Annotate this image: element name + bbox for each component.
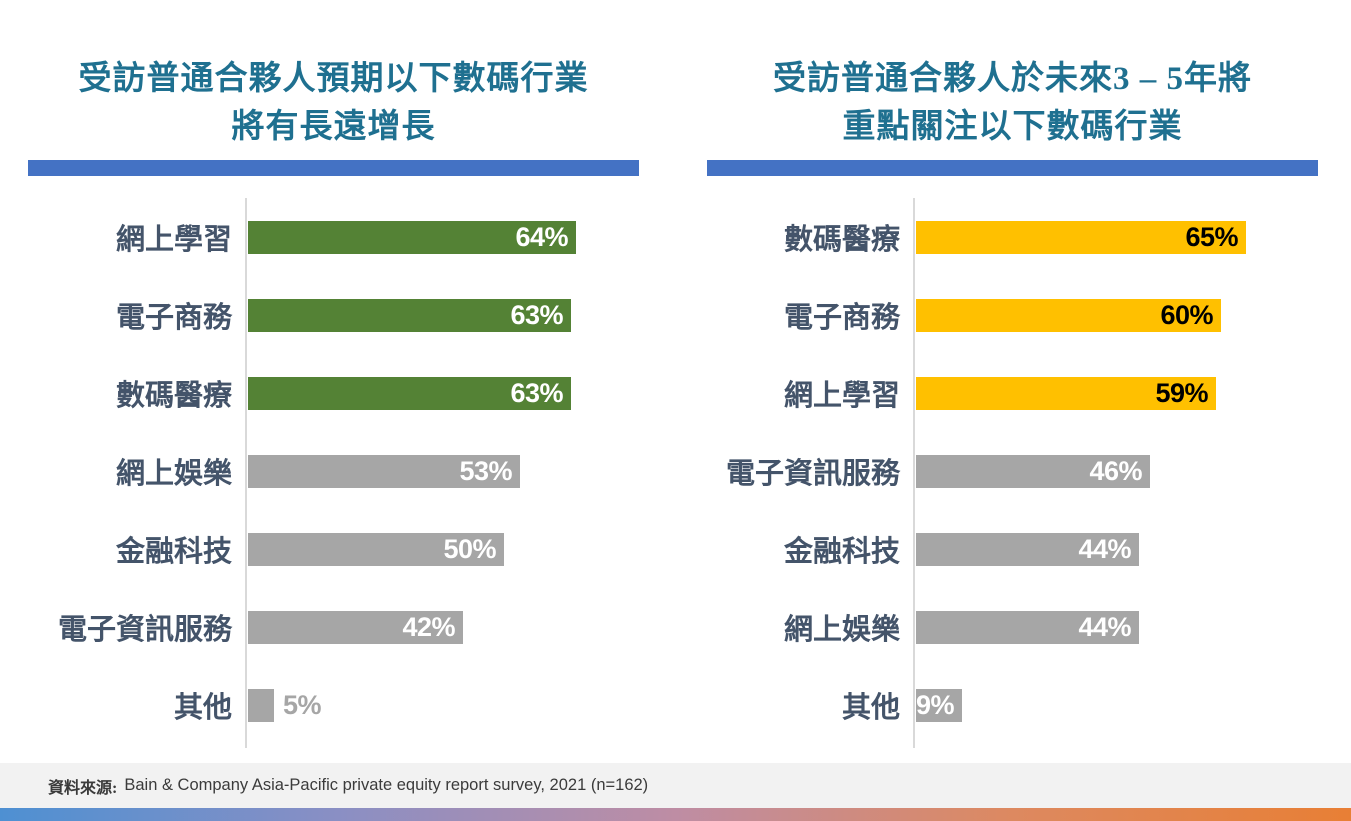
bar: 44% xyxy=(916,610,1139,644)
bar-zone: 46% xyxy=(913,454,1318,488)
bar-zone: 44% xyxy=(913,610,1318,644)
value-label: 42% xyxy=(402,611,455,642)
category-label: 數碼醫療 xyxy=(783,224,900,256)
category-label: 網上娛樂 xyxy=(115,458,232,490)
chart-growth-title-line2: 將有長遠增長 xyxy=(231,108,436,145)
bottom-gradient-bar xyxy=(0,808,1351,821)
bar: 60% xyxy=(916,298,1221,332)
bar-row: 電子商務 63% xyxy=(28,276,639,354)
bar-zone: 5% xyxy=(245,688,639,722)
category-label: 網上學習 xyxy=(115,224,232,256)
category-label: 金融科技 xyxy=(115,536,232,568)
category-label: 電子商務 xyxy=(783,302,900,334)
bar-zone: 59% xyxy=(913,376,1318,410)
value-label: 63% xyxy=(510,299,563,330)
bar-zone: 42% xyxy=(245,610,639,644)
bar: 63% xyxy=(248,376,571,410)
bar-row: 金融科技 50% xyxy=(28,510,639,588)
bar: 50% xyxy=(248,532,504,566)
value-label: 44% xyxy=(1078,533,1131,564)
footer-band: 資料來源: Bain & Company Asia-Pacific privat… xyxy=(0,763,1351,808)
bar-row: 電子商務 60% xyxy=(707,276,1318,354)
chart-focus-panel: 受訪普通合夥人於未來3 – 5年將 重點關注以下數碼行業 數碼醫療 65% 電子商務… xyxy=(707,0,1318,763)
source-label: 資料來源: xyxy=(48,779,118,797)
axis-line xyxy=(245,198,247,748)
value-label: 63% xyxy=(510,377,563,408)
chart-focus-title-line1: 受訪普通合夥人於未來3 – 5年將 xyxy=(773,61,1252,97)
value-label: 65% xyxy=(1185,221,1238,252)
axis-line xyxy=(913,198,915,748)
chart-focus-title: 受訪普通合夥人於未來3 – 5年將 重點關注以下數碼行業 xyxy=(687,56,1338,152)
value-label: 59% xyxy=(1155,377,1208,408)
value-label: 53% xyxy=(459,455,512,486)
category-label: 電子商務 xyxy=(115,302,232,334)
value-label: 5% xyxy=(283,689,322,720)
bar: 46% xyxy=(916,454,1150,488)
bar-row: 金融科技 44% xyxy=(707,510,1318,588)
bar-zone: 64% xyxy=(245,220,639,254)
bar: 53% xyxy=(248,454,520,488)
bar-row: 數碼醫療 63% xyxy=(28,354,639,432)
bar-row: 電子資訊服務 42% xyxy=(28,588,639,666)
title-underline-bar xyxy=(28,160,639,176)
bar-row: 網上學習 64% xyxy=(28,198,639,276)
category-label: 金融科技 xyxy=(783,536,900,568)
chart-focus-title-line2: 重點關注以下數碼行業 xyxy=(842,108,1183,145)
value-label: 60% xyxy=(1160,299,1213,330)
bar: 9% xyxy=(915,688,962,722)
bar xyxy=(248,688,274,722)
chart-growth-title: 受訪普通合夥人預期以下數碼行業 將有長遠增長 xyxy=(8,56,659,152)
bar-zone: 63% xyxy=(245,298,639,332)
bar-zone: 9% xyxy=(913,688,1318,722)
value-label: 9% xyxy=(915,689,955,720)
bar: 44% xyxy=(916,532,1139,566)
bar-row: 數碼醫療 65% xyxy=(707,198,1318,276)
bar-row: 網上學習 59% xyxy=(707,354,1318,432)
category-label: 網上娛樂 xyxy=(783,614,900,646)
category-label: 數碼醫療 xyxy=(115,380,232,412)
chart-growth-title-line1: 受訪普通合夥人預期以下數碼行業 xyxy=(78,61,589,97)
category-label: 電子資訊服務 xyxy=(57,614,232,646)
category-label: 網上學習 xyxy=(783,380,900,412)
bar: 64% xyxy=(248,220,576,254)
bar-row: 其他 9% xyxy=(707,666,1318,744)
bar-zone: 63% xyxy=(245,376,639,410)
category-label: 其他 xyxy=(173,692,232,724)
category-label: 電子資訊服務 xyxy=(725,458,900,490)
source-text: Bain & Company Asia-Pacific private equi… xyxy=(124,776,649,794)
chart-focus-rows: 數碼醫療 65% 電子商務 60% 網上學習 59% 電子資訊服務 46% 金融科技 44% 網上娛… xyxy=(707,198,1318,744)
bar-row: 網上娛樂 44% xyxy=(707,588,1318,666)
bar: 65% xyxy=(916,220,1246,254)
bar-zone: 50% xyxy=(245,532,639,566)
chart-growth-panel: 受訪普通合夥人預期以下數碼行業 將有長遠增長 網上學習 64% 電子商務 63% 數碼醫… xyxy=(28,0,639,763)
bar-zone: 44% xyxy=(913,532,1318,566)
bar: 42% xyxy=(248,610,463,644)
title-underline-bar xyxy=(707,160,1318,176)
bar-zone: 65% xyxy=(913,220,1318,254)
value-label: 50% xyxy=(443,533,496,564)
value-label: 64% xyxy=(515,221,568,252)
value-label: 46% xyxy=(1089,455,1142,486)
bar-zone: 53% xyxy=(245,454,639,488)
bar-zone: 60% xyxy=(913,298,1318,332)
bar: 59% xyxy=(916,376,1216,410)
bar-row: 網上娛樂 53% xyxy=(28,432,639,510)
bar: 63% xyxy=(248,298,571,332)
value-label: 44% xyxy=(1078,611,1131,642)
bar-row: 其他 5% xyxy=(28,666,639,744)
chart-growth-rows: 網上學習 64% 電子商務 63% 數碼醫療 63% 網上娛樂 53% 金融科技 50% 電子資訊服… xyxy=(28,198,639,744)
bar-row: 電子資訊服務 46% xyxy=(707,432,1318,510)
category-label: 其他 xyxy=(841,692,900,724)
